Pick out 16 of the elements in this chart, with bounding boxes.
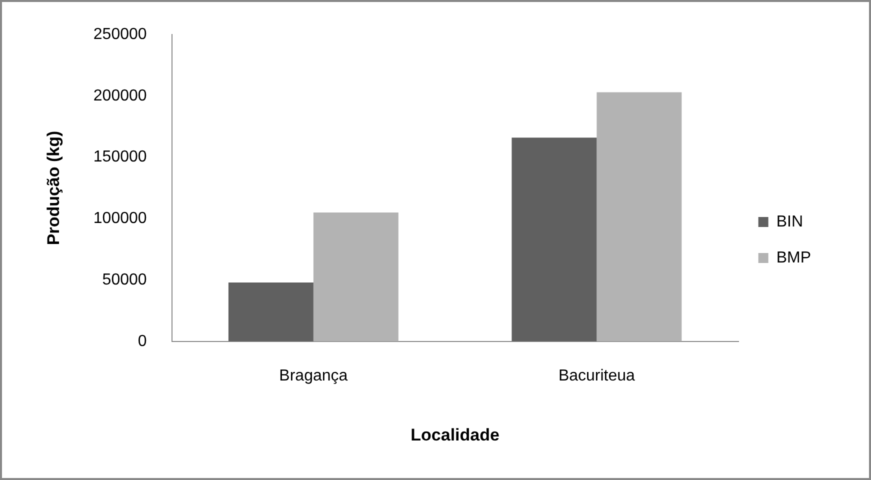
bar [228, 282, 314, 342]
legend-label: BMP [776, 249, 811, 266]
bar [313, 212, 398, 342]
y-tick-label: 150000 [93, 148, 147, 166]
legend-label: BIN [776, 213, 803, 230]
x-axis-title: Localidade [410, 425, 500, 444]
y-tick-label: 200000 [93, 87, 147, 104]
x-tick-label: Bacuriteua [558, 367, 636, 384]
y-tick-label: 100000 [93, 210, 147, 228]
bar [512, 138, 597, 342]
y-tick-label: 250000 [93, 26, 147, 44]
y-axis-title: Produção (kg) [44, 130, 63, 246]
y-tick-label: 0 [138, 332, 147, 350]
bar [596, 92, 682, 342]
x-tick-label: Bragança [279, 367, 348, 384]
y-tick-label: 50000 [102, 271, 147, 288]
